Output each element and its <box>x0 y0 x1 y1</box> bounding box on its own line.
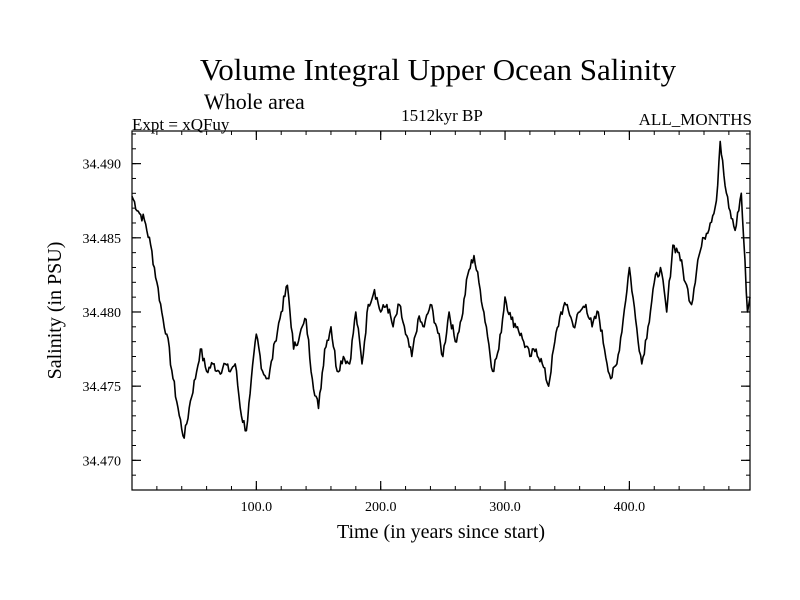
x-tick-label: 300.0 <box>489 500 521 515</box>
plot-frame <box>131 130 751 491</box>
salinity-series-line <box>131 140 751 439</box>
x-axis-label: Time (in years since start) <box>337 521 545 543</box>
y-tick-label: 34.475 <box>83 380 122 395</box>
x-tick-label: 200.0 <box>365 500 397 515</box>
months-label: ALL_MONTHS <box>638 110 752 129</box>
y-tick-label: 34.490 <box>83 158 122 173</box>
x-tick-label: 400.0 <box>614 500 646 515</box>
x-axis: 100.0 200.0 300.0 400.0 <box>156 131 730 515</box>
experiment-label: Expt = xQFuy <box>132 115 230 134</box>
y-tick-label: 34.470 <box>83 454 122 469</box>
y-axis-label: Salinity (in PSU) <box>44 242 66 380</box>
chart-subtitle: Whole area <box>204 89 305 114</box>
y-axis: 34.470 34.475 34.480 34.485 34.490 <box>83 133 750 476</box>
y-tick-label: 34.485 <box>83 232 122 247</box>
y-tick-label: 34.480 <box>83 306 122 321</box>
x-tick-label: 100.0 <box>241 500 273 515</box>
chart-title: Volume Integral Upper Ocean Salinity <box>199 52 677 87</box>
period-label: 1512kyr BP <box>401 106 483 125</box>
